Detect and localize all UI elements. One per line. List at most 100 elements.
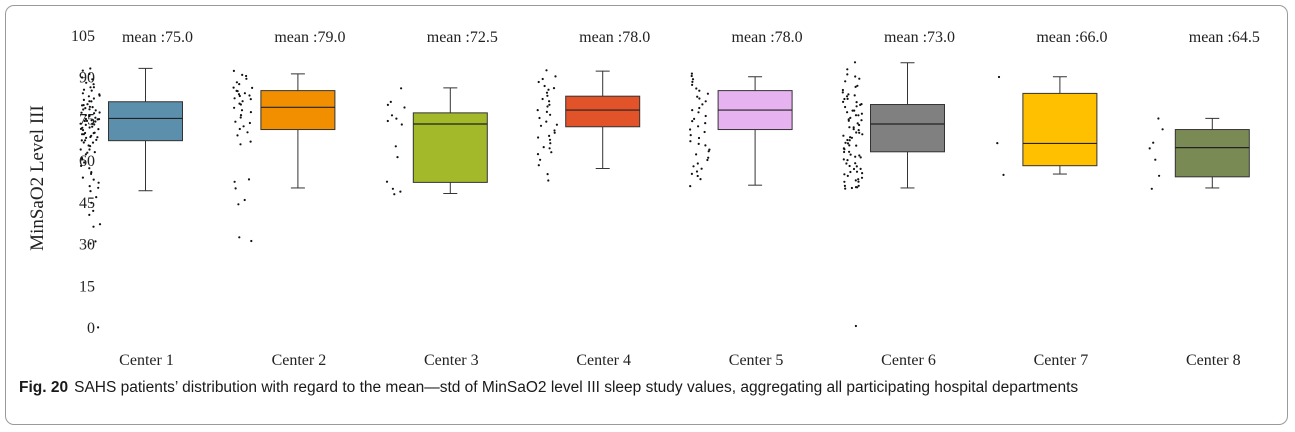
data-point: [97, 186, 100, 189]
mean-label: mean :78.0: [579, 29, 650, 46]
data-point: [696, 95, 699, 98]
figure-frame: MinSaO2 Level III 0153045607590105 mean …: [5, 5, 1288, 425]
data-point: [399, 190, 402, 193]
data-point: [233, 106, 236, 109]
y-tick-label: 30: [79, 237, 95, 254]
y-tick-label: 0: [87, 320, 95, 337]
data-point: [92, 97, 95, 100]
category-label: Center 3: [424, 352, 479, 369]
data-point: [394, 145, 397, 148]
data-point: [238, 83, 241, 86]
data-point: [85, 81, 88, 84]
data-point: [84, 114, 87, 117]
data-point: [691, 78, 695, 81]
data-point: [238, 236, 241, 239]
data-point: [249, 111, 252, 114]
data-point: [80, 139, 83, 142]
data-point: [81, 129, 85, 132]
figure-caption: Fig. 20 SAHS patients’ distribution with …: [19, 377, 1279, 399]
data-point: [689, 134, 692, 137]
data-point: [89, 67, 92, 70]
data-point: [693, 117, 696, 120]
category-label: Center 8: [1186, 352, 1241, 369]
data-point: [848, 150, 851, 153]
y-tick-label: 45: [79, 195, 95, 212]
data-point: [83, 161, 86, 164]
data-point: [81, 76, 84, 79]
data-point: [846, 138, 849, 142]
data-point: [691, 83, 694, 86]
data-point: [852, 167, 856, 171]
mean-label: mean :66.0: [1036, 29, 1107, 46]
data-point: [708, 148, 711, 151]
y-axis-title-group: MinSaO2 Level III: [27, 105, 48, 251]
data-point: [241, 73, 244, 76]
data-point: [238, 127, 241, 131]
data-point: [88, 105, 91, 108]
data-point: [239, 116, 242, 119]
data-point: [89, 190, 92, 193]
data-point: [845, 95, 849, 98]
data-point: [706, 92, 710, 95]
data-point: [91, 141, 95, 144]
data-point: [90, 89, 93, 92]
data-point: [854, 162, 857, 165]
figure-label: Fig. 20: [19, 379, 69, 396]
data-point: [695, 153, 698, 156]
data-point: [858, 123, 861, 127]
data-point: [548, 103, 551, 106]
data-point: [84, 107, 87, 110]
data-point: [249, 140, 252, 143]
data-point: [545, 69, 548, 72]
data-point: [855, 144, 858, 147]
data-point: [243, 92, 246, 95]
data-point: [553, 131, 556, 134]
data-point: [855, 165, 858, 168]
data-point: [855, 131, 858, 134]
data-point: [843, 150, 846, 154]
box-group: mean :79.0 Center 2: [232, 29, 345, 369]
data-point: [854, 114, 858, 117]
data-point: [704, 144, 707, 147]
data-point: [698, 106, 701, 110]
data-point: [241, 100, 244, 103]
data-point: [549, 142, 552, 145]
data-point: [240, 109, 244, 112]
data-points: [841, 61, 864, 328]
data-point: [84, 117, 87, 121]
iqr-box: [1174, 129, 1250, 178]
data-point: [539, 124, 543, 127]
data-point: [546, 105, 549, 108]
data-point: [848, 126, 851, 129]
data-point: [81, 92, 84, 95]
data-point: [697, 136, 701, 140]
mean-label: mean :75.0: [122, 29, 193, 46]
data-point: [853, 94, 856, 97]
data-point: [94, 240, 97, 243]
data-point: [854, 85, 857, 88]
data-point: [237, 93, 241, 96]
data-point: [236, 134, 239, 137]
data-point: [91, 78, 94, 81]
data-point: [386, 103, 389, 106]
data-point: [88, 114, 91, 117]
data-point: [88, 108, 91, 111]
data-point: [232, 86, 235, 89]
iqr-box: [870, 104, 945, 153]
data-point: [553, 129, 556, 132]
data-point: [81, 158, 84, 161]
data-point: [857, 178, 860, 181]
data-point: [691, 120, 694, 123]
data-point: [689, 128, 692, 131]
data-point: [696, 174, 699, 178]
data-point: [690, 74, 693, 78]
data-point: [545, 110, 549, 113]
box-group: mean :73.0 Center 6: [841, 29, 955, 369]
data-point: [98, 94, 101, 97]
data-point: [843, 173, 846, 176]
data-point: [237, 203, 240, 206]
data-point: [88, 213, 91, 216]
data-point: [400, 87, 403, 90]
data-point: [1161, 128, 1164, 131]
category-label: Center 6: [881, 352, 936, 369]
